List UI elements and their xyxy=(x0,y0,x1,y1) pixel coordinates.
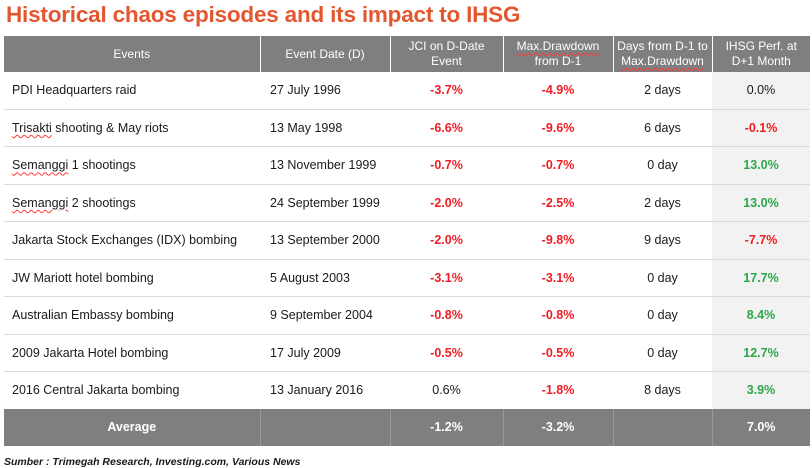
drawdown-cell: -2.5% xyxy=(503,183,613,222)
event-cell: 2016 Central Jakarta bombing xyxy=(4,371,260,409)
event-date-cell: 13 January 2016 xyxy=(260,371,390,409)
event-date-cell: 13 May 1998 xyxy=(260,108,390,147)
event-cell: 2009 Jakarta Hotel bombing xyxy=(4,333,260,372)
table-row: Jakarta Stock Exchanges (IDX) bombing 13 … xyxy=(4,221,810,259)
header-perf-line2: D+1 Month xyxy=(731,54,791,68)
header-jci-d-date: JCI on D-Date Event xyxy=(389,36,503,72)
header-events: Events xyxy=(4,36,260,72)
table-row: Semanggi 1 shootings 13 November 1999 -0.7… xyxy=(4,146,810,184)
drawdown-cell: -9.6% xyxy=(503,108,613,147)
header-days-line1: Days from D-1 to xyxy=(617,39,708,53)
days-cell: 0 day xyxy=(613,296,712,334)
perf-cell: 12.7% xyxy=(712,333,810,372)
perf-cell: 8.4% xyxy=(712,296,810,334)
drawdown-cell: -0.7% xyxy=(503,146,613,184)
days-cell: 0 day xyxy=(613,146,712,184)
header-days-line2: Max.Drawdown xyxy=(621,54,704,68)
average-perf: 7.0% xyxy=(711,408,810,446)
spellcheck-flagged-word: Semanggi xyxy=(12,158,69,173)
table-row: Australian Embassy bombing 9 September 20… xyxy=(4,296,810,334)
header-days-to-drawdown: Days from D-1 to Max.Drawdown xyxy=(612,36,712,72)
event-cell: Semanggi 2 shootings xyxy=(4,183,260,222)
drawdown-cell: -0.8% xyxy=(503,296,613,334)
header-drawdown-line2: from D-1 xyxy=(534,54,582,68)
header-ihsg-perf: IHSG Perf. at D+1 Month xyxy=(711,36,810,72)
perf-cell: 0.0% xyxy=(712,72,810,109)
event-cell: JW Mariott hotel bombing xyxy=(4,258,260,297)
drawdown-cell: -0.5% xyxy=(503,333,613,372)
perf-cell: 17.7% xyxy=(712,258,810,297)
days-cell: 2 days xyxy=(644,83,681,98)
header-events-label: Events xyxy=(113,46,151,61)
event-cell: Semanggi 1 shootings xyxy=(4,146,260,184)
days-cell: 2 days xyxy=(613,183,712,222)
average-date-cell xyxy=(259,408,390,446)
average-row: Average -1.2% -3.2% 7.0% xyxy=(4,408,810,446)
days-cell: 9 days xyxy=(613,221,712,259)
perf-cell: 13.0% xyxy=(712,183,810,222)
days-cell: 6 days xyxy=(613,108,712,147)
jci-cell: -0.8% xyxy=(390,296,503,334)
header-drawdown-line1: Max.Drawdown xyxy=(516,39,600,53)
event-date-cell: 27 July 1996 xyxy=(270,83,341,98)
perf-cell: -0.1% xyxy=(712,108,810,147)
header-event-date: Event Date (D) xyxy=(259,36,390,72)
event-date-cell: 24 September 1999 xyxy=(260,183,390,222)
header-max-drawdown: Max.Drawdown from D-1 xyxy=(502,36,613,72)
jci-cell: -2.0% xyxy=(390,221,503,259)
drawdown-cell: -9.8% xyxy=(503,221,613,259)
average-days xyxy=(612,408,712,446)
event-date-cell: 13 November 1999 xyxy=(260,146,390,184)
event-cell: Australian Embassy bombing xyxy=(4,296,260,334)
spellcheck-flagged-word: Semanggi xyxy=(12,195,69,210)
jci-cell: 0.6% xyxy=(390,371,503,409)
header-jci-line2: Event xyxy=(431,54,462,68)
jci-cell: -3.1% xyxy=(390,258,503,297)
jci-cell: -2.0% xyxy=(390,183,503,222)
drawdown-cell: -3.1% xyxy=(503,258,613,297)
event-date-cell: 9 September 2004 xyxy=(260,296,390,334)
event-cell: Trisakti shooting & May riots xyxy=(4,108,260,147)
table-row: 2009 Jakarta Hotel bombing 17 July 2009 -0… xyxy=(4,333,810,372)
table-row: 2016 Central Jakarta bombing 13 January 2… xyxy=(4,371,810,409)
days-cell: 8 days xyxy=(613,371,712,409)
event-cell: Jakarta Stock Exchanges (IDX) bombing xyxy=(4,221,260,259)
source-note: Sumber : Trimegah Research, Investing.co… xyxy=(4,456,301,468)
jci-cell: -0.5% xyxy=(390,333,503,372)
table-row: Semanggi 2 shootings 24 September 1999 -2.… xyxy=(4,183,810,222)
table-header-row: Events Event Date (D) JCI on D-Date Even… xyxy=(4,36,810,72)
jci-cell: -0.7% xyxy=(390,146,503,184)
chaos-episodes-table: Events Event Date (D) JCI on D-Date Even… xyxy=(4,36,810,446)
table-row: JW Mariott hotel bombing 5 August 2003 -3.… xyxy=(4,258,810,297)
jci-cell: -6.6% xyxy=(390,108,503,147)
perf-cell: 13.0% xyxy=(712,146,810,184)
event-date-cell: 13 September 2000 xyxy=(260,221,390,259)
days-cell: 0 day xyxy=(613,333,712,372)
drawdown-cell: -1.8% xyxy=(503,371,613,409)
event-date-cell: 5 August 2003 xyxy=(260,258,390,297)
table-row: Trisakti shooting & May riots 13 May 1998… xyxy=(4,108,810,147)
perf-cell: -7.7% xyxy=(712,221,810,259)
average-drawdown: -3.2% xyxy=(502,408,613,446)
event-date-cell: 17 July 2009 xyxy=(260,333,390,372)
header-jci-line1: JCI on D-Date xyxy=(408,39,485,53)
header-event-date-label: Event Date (D) xyxy=(285,46,365,61)
average-label: Average xyxy=(4,408,260,446)
header-perf-line1: IHSG Perf. at xyxy=(725,39,797,53)
spellcheck-flagged-word: Trisakti xyxy=(12,120,52,135)
days-cell: 0 day xyxy=(613,258,712,297)
jci-cell: -3.7% xyxy=(430,83,463,98)
perf-cell: 3.9% xyxy=(712,371,810,409)
table-row: PDI Headquarters raid 27 July 1996 -3.7% -4… xyxy=(4,72,810,109)
page-title: Historical chaos episodes and its impact… xyxy=(6,2,521,27)
event-cell: PDI Headquarters raid xyxy=(12,83,137,98)
average-jci: -1.2% xyxy=(389,408,503,446)
drawdown-cell: -4.9% xyxy=(541,83,575,98)
